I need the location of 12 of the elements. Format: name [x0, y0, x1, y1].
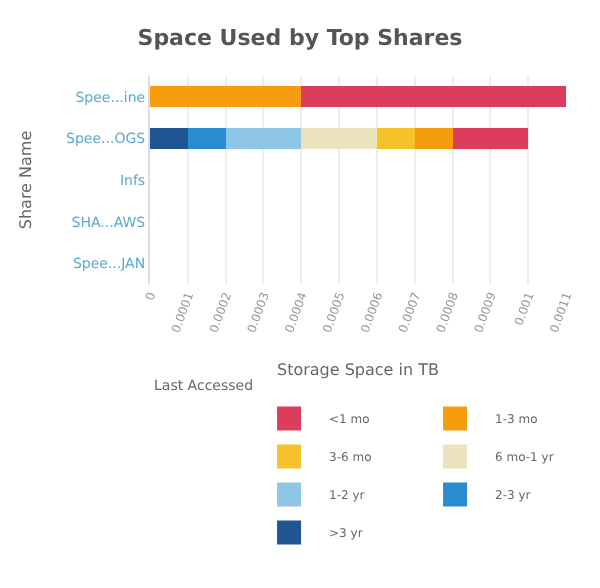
y-axis-title: Share Name	[17, 130, 36, 230]
x-axis-title: Storage Space in TB	[277, 361, 439, 380]
bar	[187, 128, 226, 149]
chart-title: Space Used by Top Shares	[137, 24, 464, 51]
bar	[452, 128, 529, 149]
bar	[150, 128, 188, 149]
bar	[414, 128, 453, 149]
bar	[301, 128, 377, 149]
bar	[376, 128, 415, 149]
bar	[301, 86, 566, 108]
bar	[225, 128, 302, 149]
bar	[150, 86, 302, 108]
